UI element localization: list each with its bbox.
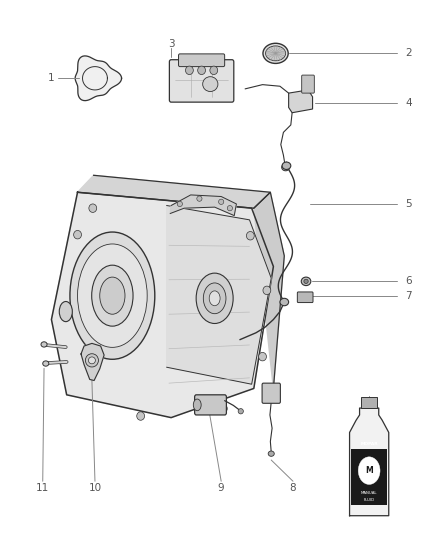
- Ellipse shape: [263, 286, 271, 295]
- Text: 11: 11: [36, 483, 49, 493]
- Ellipse shape: [43, 361, 49, 366]
- Ellipse shape: [301, 277, 311, 286]
- Ellipse shape: [185, 66, 193, 75]
- Text: FLUID: FLUID: [364, 498, 375, 502]
- Ellipse shape: [282, 162, 291, 169]
- Ellipse shape: [137, 412, 145, 420]
- Text: 6: 6: [405, 276, 412, 286]
- Polygon shape: [78, 175, 270, 208]
- Text: 9: 9: [218, 483, 225, 493]
- FancyBboxPatch shape: [297, 292, 313, 303]
- Text: 8: 8: [290, 483, 296, 493]
- Polygon shape: [254, 192, 284, 389]
- Ellipse shape: [197, 196, 202, 201]
- Text: 7: 7: [405, 291, 412, 301]
- Polygon shape: [75, 56, 122, 101]
- Ellipse shape: [238, 409, 244, 414]
- Text: 12: 12: [367, 407, 380, 417]
- Polygon shape: [82, 67, 107, 90]
- Polygon shape: [81, 343, 104, 381]
- Text: MOPAR: MOPAR: [360, 442, 378, 446]
- Polygon shape: [289, 90, 313, 113]
- Ellipse shape: [304, 279, 308, 284]
- Ellipse shape: [193, 399, 201, 411]
- Polygon shape: [167, 206, 271, 384]
- Ellipse shape: [78, 244, 147, 348]
- Ellipse shape: [258, 352, 266, 361]
- Ellipse shape: [265, 46, 286, 61]
- Ellipse shape: [196, 273, 233, 324]
- Ellipse shape: [210, 66, 218, 75]
- FancyBboxPatch shape: [179, 54, 225, 67]
- Ellipse shape: [100, 277, 125, 314]
- Ellipse shape: [358, 457, 380, 484]
- FancyBboxPatch shape: [302, 75, 314, 93]
- Ellipse shape: [219, 199, 224, 205]
- Text: 1: 1: [48, 73, 55, 83]
- Ellipse shape: [209, 291, 220, 306]
- Ellipse shape: [263, 43, 288, 63]
- FancyBboxPatch shape: [194, 395, 226, 415]
- Polygon shape: [170, 195, 237, 216]
- Text: 10: 10: [88, 483, 102, 493]
- Ellipse shape: [41, 342, 47, 347]
- Ellipse shape: [85, 354, 99, 367]
- Ellipse shape: [268, 451, 274, 456]
- FancyBboxPatch shape: [170, 60, 234, 102]
- Ellipse shape: [177, 201, 183, 207]
- Bar: [361, 398, 377, 408]
- Ellipse shape: [74, 230, 81, 239]
- Ellipse shape: [203, 77, 218, 92]
- Text: 2: 2: [405, 49, 412, 58]
- Ellipse shape: [88, 357, 95, 364]
- Ellipse shape: [70, 232, 155, 359]
- Text: 4: 4: [405, 98, 412, 108]
- Text: M: M: [365, 466, 373, 475]
- FancyBboxPatch shape: [262, 383, 280, 403]
- Ellipse shape: [282, 164, 290, 171]
- Ellipse shape: [198, 66, 205, 75]
- Text: 3: 3: [168, 39, 174, 49]
- Bar: [351, 449, 388, 505]
- Ellipse shape: [280, 298, 289, 306]
- Ellipse shape: [227, 206, 233, 211]
- Ellipse shape: [89, 204, 97, 213]
- Ellipse shape: [59, 302, 72, 321]
- Ellipse shape: [219, 405, 227, 413]
- Ellipse shape: [203, 283, 226, 314]
- Polygon shape: [350, 408, 389, 516]
- Polygon shape: [51, 192, 273, 418]
- Text: MANUAL: MANUAL: [361, 491, 378, 495]
- Text: 5: 5: [405, 199, 412, 209]
- Ellipse shape: [92, 265, 133, 326]
- Ellipse shape: [247, 231, 254, 240]
